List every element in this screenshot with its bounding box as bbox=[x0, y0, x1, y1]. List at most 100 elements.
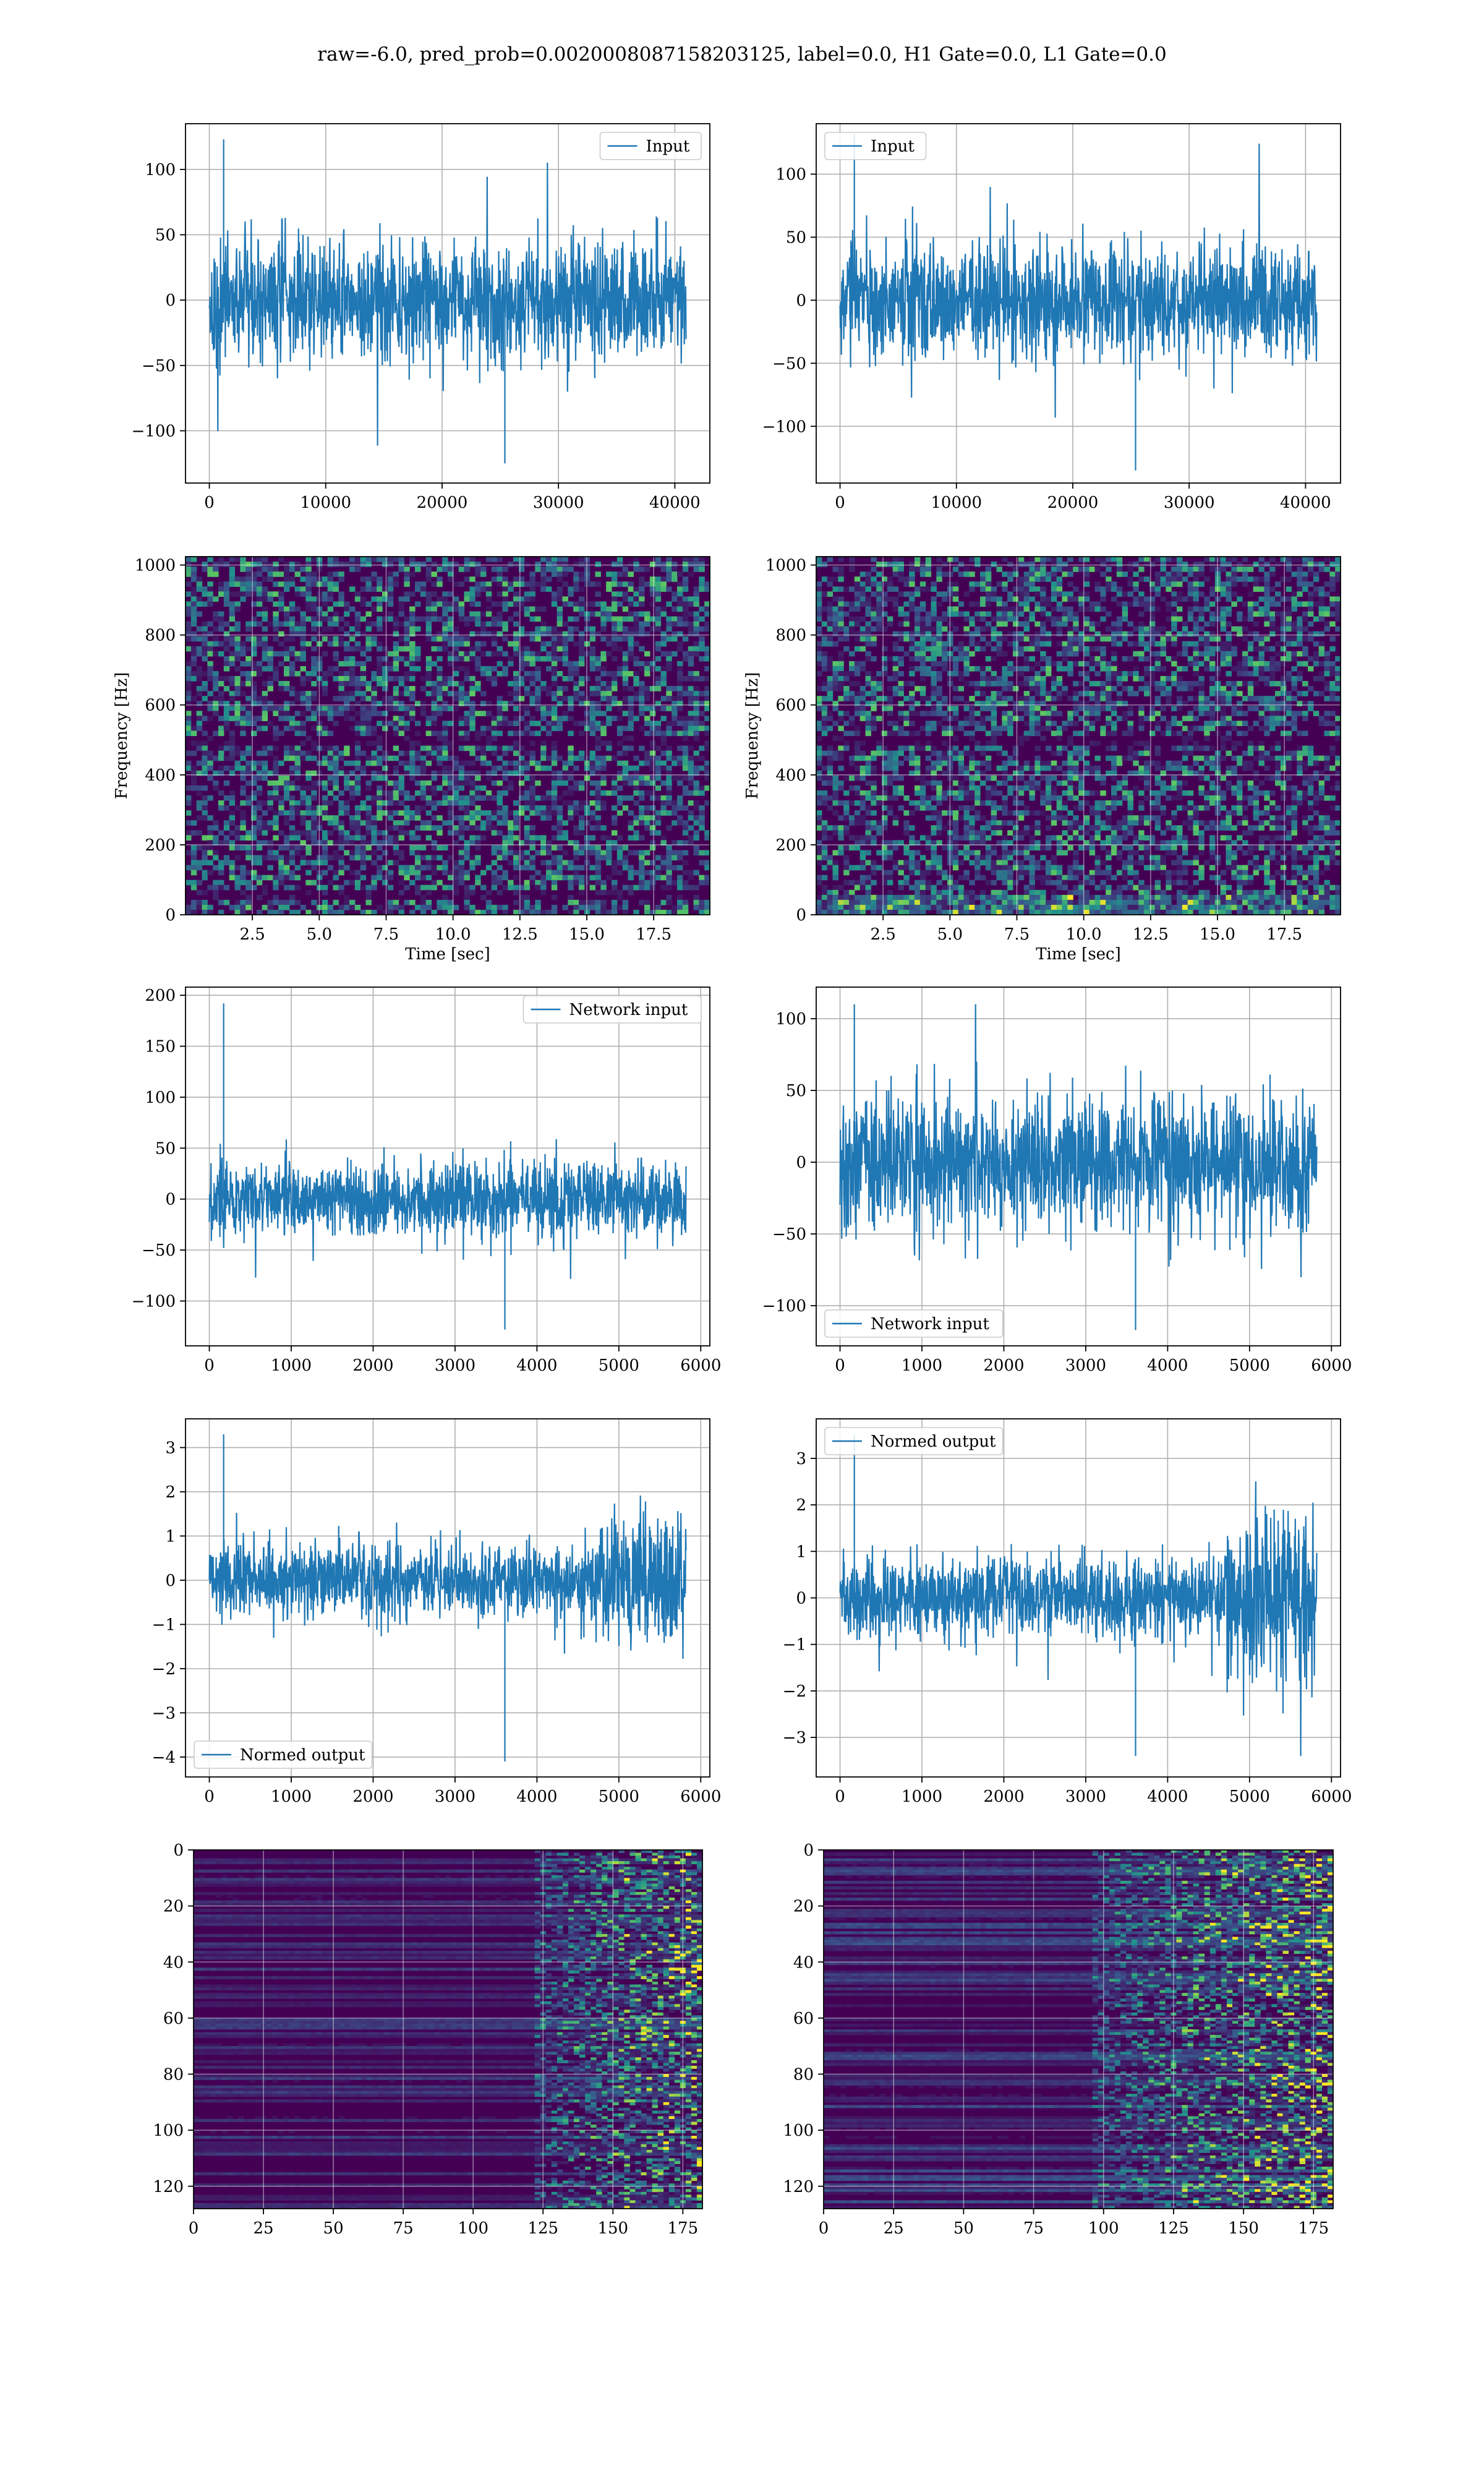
x-tick-label: 3000 bbox=[435, 1787, 475, 1806]
spectrogram-l1-grid bbox=[816, 557, 1341, 915]
y-tick-label: 3 bbox=[165, 1439, 176, 1457]
y-tick-label: 400 bbox=[145, 766, 176, 785]
spectrogram-l1-panel: 2.5 5.0 7.5 10.0 12.5 15.0 17.5 0 200 400 600 800 10… bbox=[743, 556, 1341, 964]
y-tick-label: 50 bbox=[786, 228, 806, 247]
series-line bbox=[839, 1004, 1318, 1278]
y-tick-label: −3 bbox=[152, 1704, 176, 1723]
y-tick-label: 200 bbox=[145, 987, 176, 1005]
y-tick-label: 0 bbox=[165, 1191, 176, 1209]
y-tick-label: −50 bbox=[142, 1241, 176, 1260]
x-tick-label: 5000 bbox=[1229, 1787, 1270, 1806]
series-line bbox=[839, 1481, 1318, 1757]
input-l1-frame bbox=[816, 123, 1341, 484]
x-tick-label: 2.5 bbox=[239, 925, 265, 944]
x-tick-label: 0 bbox=[189, 2219, 199, 2238]
x-tick-label: 10000 bbox=[300, 494, 351, 512]
x-tick-label: 2000 bbox=[352, 1356, 393, 1375]
y-tick-label: 80 bbox=[163, 2066, 184, 2084]
legend-label: Normed output bbox=[240, 1746, 365, 1765]
y-tick-label: −50 bbox=[142, 357, 176, 375]
x-tick-label: 30000 bbox=[533, 494, 584, 512]
y-tick-label: 1000 bbox=[765, 557, 806, 575]
x-tick-label: 2000 bbox=[983, 1356, 1024, 1375]
x-tick-label: 17.5 bbox=[636, 925, 672, 944]
x-tick-label: 17.5 bbox=[1266, 925, 1302, 944]
x-tick-label: 150 bbox=[1228, 2219, 1259, 2238]
x-tick-label: 100 bbox=[458, 2219, 488, 2238]
x-tick-label: 5000 bbox=[599, 1787, 639, 1806]
y-tick-label: −1 bbox=[152, 1616, 176, 1634]
y-axis-label: Frequency [Hz] bbox=[113, 672, 131, 800]
y-tick-label: −100 bbox=[132, 1293, 176, 1311]
x-tick-label: 75 bbox=[1023, 2219, 1044, 2238]
y-tick-label: 120 bbox=[153, 2178, 184, 2196]
y-tick-label: −100 bbox=[132, 422, 176, 440]
spectrogram-h1-panel: 2.5 5.0 7.5 10.0 12.5 15.0 17.5 0 200 400 600 800 10… bbox=[113, 556, 710, 964]
x-tick-label: 0 bbox=[204, 1356, 215, 1375]
y-tick-label: 120 bbox=[783, 2178, 814, 2196]
x-tick-label: 1000 bbox=[271, 1356, 312, 1375]
y-tick-label: 0 bbox=[165, 906, 176, 925]
y-tick-label: 800 bbox=[775, 627, 806, 645]
x-tick-label: 4000 bbox=[1147, 1356, 1188, 1375]
y-tick-label: 20 bbox=[793, 1898, 814, 1916]
x-axis-label: Time [sec] bbox=[1036, 945, 1121, 964]
feature-map-h1-heatmap bbox=[194, 1850, 702, 2209]
y-tick-label: 0 bbox=[796, 1590, 806, 1608]
y-tick-label: 100 bbox=[145, 1089, 176, 1107]
y-tick-label: 50 bbox=[155, 1139, 176, 1158]
input-h1-panel: 0 10000 20000 30000 40000 −100 −50 0 50 100 Input bbox=[132, 123, 710, 512]
input-h1-frame bbox=[185, 123, 710, 484]
network-input-h1-frame bbox=[185, 987, 710, 1346]
y-tick-label: 1 bbox=[796, 1543, 806, 1561]
x-tick-label: 4000 bbox=[516, 1787, 557, 1806]
x-tick-label: 3000 bbox=[1065, 1787, 1106, 1806]
feature-map-h1-panel: 0 25 50 75 100 125 150 175 0 20 40 60 80 100 120 bbox=[153, 1841, 703, 2238]
legend-label: Network input bbox=[569, 1001, 688, 1019]
x-tick-label: 175 bbox=[668, 2219, 699, 2238]
x-tick-label: 50 bbox=[953, 2219, 974, 2238]
y-tick-label: 50 bbox=[155, 226, 176, 245]
legend-label: Input bbox=[646, 137, 690, 156]
x-tick-label: 175 bbox=[1298, 2219, 1329, 2238]
x-tick-label: 150 bbox=[597, 2219, 628, 2238]
x-tick-label: 0 bbox=[204, 494, 215, 512]
x-tick-label: 0 bbox=[204, 1787, 215, 1806]
x-tick-label: 3000 bbox=[435, 1356, 475, 1375]
x-tick-label: 10.0 bbox=[1066, 925, 1102, 944]
y-tick-label: 0 bbox=[796, 291, 806, 310]
normed-output-l1-panel: 0 1000 2000 3000 4000 5000 6000 −3 −2 −1 0 1 2 3 Norme… bbox=[783, 1418, 1352, 1806]
legend: Normed output bbox=[194, 1740, 373, 1769]
series-line bbox=[839, 143, 1318, 418]
network-input-l1-frame bbox=[816, 987, 1341, 1346]
feature-map-l1-panel: 0 25 50 75 100 125 150 175 0 20 40 60 80 100 120 bbox=[783, 1841, 1334, 2238]
x-tick-label: 2000 bbox=[983, 1787, 1024, 1806]
y-tick-label: 100 bbox=[145, 161, 176, 179]
normed-output-h1-frame bbox=[185, 1418, 710, 1778]
y-tick-label: −3 bbox=[783, 1729, 806, 1747]
x-tick-label: 1000 bbox=[902, 1356, 942, 1375]
y-tick-label: 0 bbox=[803, 1841, 814, 1860]
y-axis-label: Frequency [Hz] bbox=[743, 672, 762, 800]
x-tick-label: 50 bbox=[323, 2219, 344, 2238]
x-tick-label: 75 bbox=[393, 2219, 414, 2238]
y-tick-label: 0 bbox=[165, 291, 176, 310]
series-line bbox=[208, 1139, 687, 1279]
y-tick-label: −50 bbox=[772, 354, 806, 373]
x-tick-label: 40000 bbox=[649, 494, 701, 512]
y-tick-label: 3 bbox=[796, 1450, 806, 1468]
spectrogram-l1-heatmap bbox=[816, 557, 1341, 915]
legend: Input bbox=[599, 132, 702, 160]
legend-label: Network input bbox=[871, 1315, 989, 1333]
x-tick-label: 5.0 bbox=[307, 925, 332, 944]
feature-map-l1-heatmap bbox=[824, 1850, 1333, 2209]
normed-output-h1-panel: 0 1000 2000 3000 4000 5000 6000 −4 −3 −2 −1 0 1 2 3 Nor… bbox=[152, 1418, 721, 1806]
x-tick-label: 4000 bbox=[1147, 1787, 1188, 1806]
x-tick-label: 125 bbox=[527, 2219, 558, 2238]
x-tick-label: 0 bbox=[835, 1787, 845, 1806]
x-tick-label: 20000 bbox=[1047, 494, 1099, 512]
y-tick-label: 100 bbox=[775, 1010, 806, 1029]
x-tick-label: 12.5 bbox=[1133, 925, 1169, 944]
x-tick-label: 2.5 bbox=[870, 925, 895, 944]
legend: Input bbox=[824, 132, 927, 160]
